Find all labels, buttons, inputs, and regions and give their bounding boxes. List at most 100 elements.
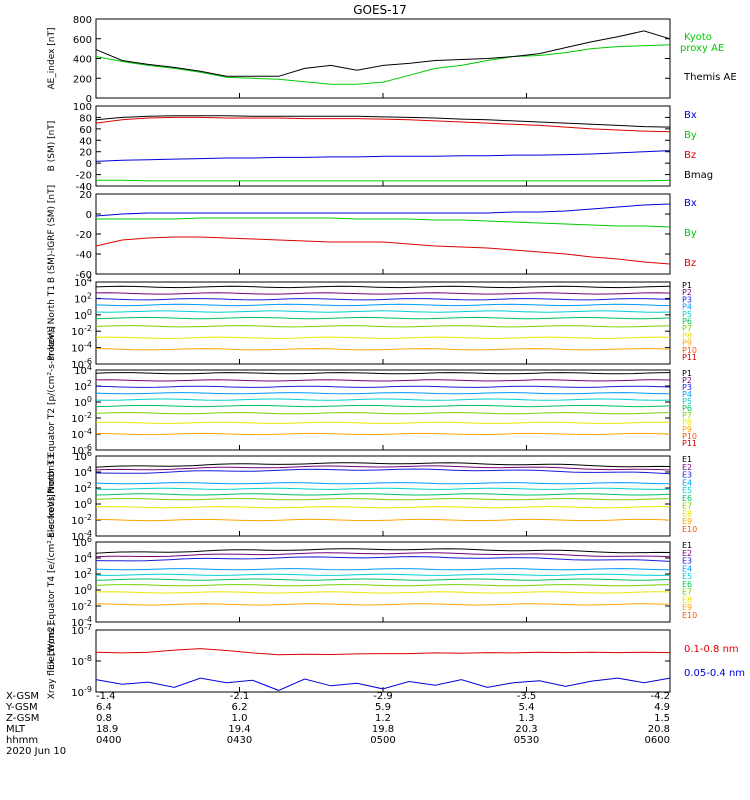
legend-p6: P6: [682, 404, 692, 413]
legend-e5: E5: [682, 572, 692, 581]
legend-p5: P5: [682, 310, 692, 319]
y-tick-label: 10-6: [71, 357, 92, 371]
row-label-mlt: MLT: [6, 724, 26, 735]
x-tick-label-mlt: 19.4: [228, 724, 250, 735]
x-tick-label-zgsm: 0.8: [96, 713, 112, 724]
legend-p5: P5: [682, 397, 692, 406]
legend-e2: E2: [682, 463, 692, 472]
row-label-xgsm: X-GSM: [6, 691, 39, 702]
y-tick-label: 0: [86, 159, 92, 170]
series-p6: [95, 316, 671, 320]
legend-bz: Bz: [684, 150, 696, 161]
panel-7: 106 104 102 100 10-2 10-4 Electrons Equator T4…: [47, 494, 697, 670]
legend-proxy-ae: proxy AE: [680, 43, 724, 54]
y-tick-label: 102: [74, 379, 92, 393]
y-tick-label: 80: [79, 113, 92, 124]
series-p5: [95, 398, 671, 401]
x-tick-label-xgsm: -2.9: [373, 691, 393, 702]
y-tick-label: 100: [73, 102, 92, 113]
legend-p9: P9: [682, 425, 692, 434]
date-label: 2020 Jun 10: [6, 746, 66, 757]
y-tick-label: 104: [74, 363, 92, 377]
series-p2: [95, 379, 671, 382]
x-tick-label-mlt: 18.9: [96, 724, 118, 735]
y-tick-label: 10-4: [71, 615, 92, 629]
y-tick-label: 106: [74, 535, 92, 549]
panel-5: 104 102 100 10-2 10-4 10-6 Protons Equator T2 …: [47, 326, 697, 494]
panel-8: 10-7 10-8 10-9 Xray flux [W/m2] 0.1-0.8 nm 0.…: [47, 623, 745, 700]
y-tick-label: -40: [76, 182, 92, 193]
legend-p7: P7: [682, 411, 692, 420]
panel-frame: [95, 18, 671, 99]
y-axis-label: B (SM) [nT]: [47, 121, 57, 172]
y-tick-label: 104: [74, 275, 92, 289]
legend-p8: P8: [682, 331, 692, 340]
series-e1: [95, 548, 671, 554]
series-e3: [95, 468, 671, 475]
x-tick-label-xgsm: -4.2: [650, 691, 670, 702]
legend-e4: E4: [682, 564, 692, 573]
legend-e2: E2: [682, 549, 692, 558]
series-bz: [95, 236, 671, 265]
legend-p3: P3: [682, 295, 692, 304]
series-e2: [95, 552, 671, 558]
legend-kyoto: Kyoto: [684, 32, 712, 43]
series-0-1-0-8-nm: [95, 648, 671, 656]
y-tick-label: 100: [74, 583, 92, 597]
y-axis-label: Protons North T1: [47, 285, 57, 361]
x-tick-label-ygsm: 6.4: [96, 702, 112, 713]
series-e9: [95, 603, 671, 606]
series-e2: [95, 465, 671, 471]
legend-p4: P4: [682, 390, 692, 399]
series-by: [96, 217, 671, 228]
series-p1: [95, 285, 671, 289]
x-tick-label-ygsm: 5.9: [375, 702, 391, 713]
series-kyoto-proxy-ae: [95, 44, 671, 85]
y-tick-label: 400: [73, 55, 92, 66]
series-e5: [95, 573, 671, 576]
series-themis-ae: [95, 30, 671, 77]
y-tick-label: 60: [79, 125, 92, 136]
panel-frame: [95, 193, 671, 275]
y-tick-label: 10-7: [71, 623, 92, 637]
y-tick-label: 10-4: [71, 427, 92, 441]
legend-e3: E3: [682, 557, 692, 566]
series-by: [96, 179, 671, 182]
series-p3: [95, 385, 671, 388]
series-bx: [95, 150, 671, 162]
y-axis-label: B (SM)-IGRF (SM) [nT]: [47, 185, 57, 283]
chart-title: GOES-17: [353, 3, 407, 17]
row-label-hhmm: hhmm: [6, 735, 38, 746]
y-tick-label: 10-2: [71, 411, 92, 425]
x-tick-label-zgsm: 1.5: [654, 713, 670, 724]
y-tick-label: 100: [74, 497, 92, 511]
legend-e1: E1: [682, 541, 692, 550]
legend-by: By: [684, 130, 697, 141]
series-e6: [95, 578, 671, 581]
series-p7: [95, 325, 671, 328]
x-tick-label-ygsm: 4.9: [654, 702, 670, 713]
series-p8: [95, 336, 671, 339]
series-e7: [95, 498, 671, 501]
legend-xray-long: 0.1-0.8 nm: [684, 644, 739, 655]
y-tick-label: 104: [74, 551, 92, 565]
y-tick-label: -20: [76, 230, 92, 241]
legend-e9: E9: [682, 517, 692, 526]
y-tick-label: -20: [76, 171, 92, 182]
x-tick-label-xgsm: -3.5: [517, 691, 537, 702]
legend-e7: E7: [682, 588, 692, 597]
series-e9: [95, 518, 671, 522]
y-tick-label: 200: [73, 74, 92, 85]
y-tick-label: 10-9: [71, 685, 92, 699]
y-tick-label: 0: [86, 94, 92, 105]
series-bz: [95, 116, 671, 133]
series-e1: [95, 462, 671, 468]
series-p9: [95, 348, 671, 351]
legend-bx: Bx: [684, 198, 697, 209]
x-tick-label-hhmm: 0500: [370, 735, 395, 746]
series-e8: [95, 591, 671, 594]
y-axis-label: Electrons North T3: [47, 454, 57, 538]
x-axis-labels: X-GSM Y-GSM Z-GSM MLT hhmm 2020 Jun 10 -…: [5, 691, 670, 757]
